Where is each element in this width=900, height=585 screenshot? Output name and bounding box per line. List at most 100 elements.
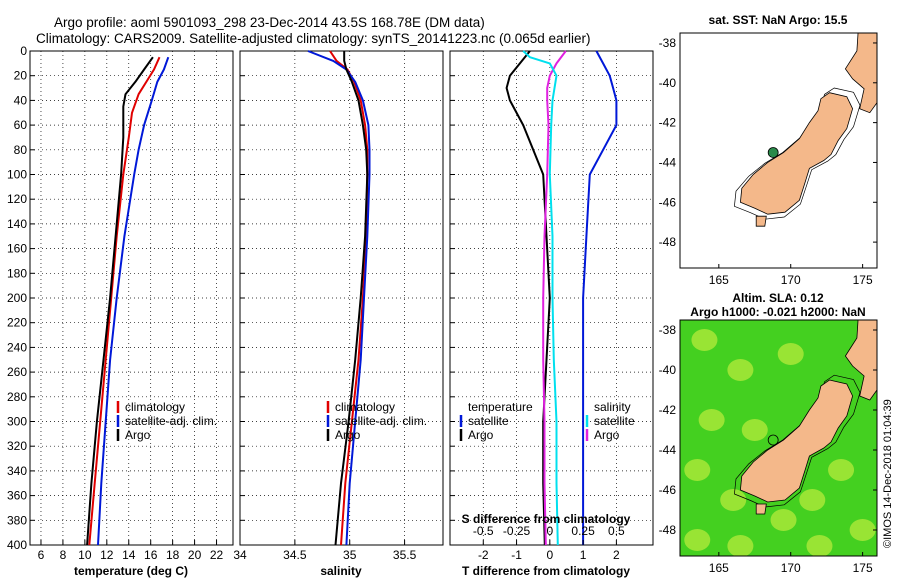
series-climatology: [88, 56, 161, 546]
map-x-tick-label: 170: [781, 273, 801, 287]
x-tick-label: 14: [122, 548, 136, 562]
map-y-tick-label: -48: [659, 235, 677, 249]
legend-climatology: climatology: [125, 400, 185, 414]
sla-anomaly-patch: [741, 419, 768, 441]
x-tick-label: 10: [78, 548, 92, 562]
sla-anomaly-patch: [691, 329, 718, 351]
y-tick-label: 0: [20, 44, 27, 58]
sla-anomaly-patch: [806, 535, 833, 556]
map-y-tick-label: -48: [659, 523, 677, 537]
y-tick-label: 360: [7, 489, 27, 503]
map-x-tick-label: 175: [853, 273, 873, 287]
legend-satellite-adj: satellite-adj. clim.: [125, 414, 217, 428]
x-tick-label: 2: [613, 548, 620, 562]
x-tick-label: -2: [478, 548, 489, 562]
y-tick-label: 280: [7, 390, 27, 404]
x-tick-label: 20: [188, 548, 202, 562]
y-tick-label: 340: [7, 464, 27, 478]
map-x-tick-label: 175: [853, 561, 873, 575]
map-x-tick-label: 170: [781, 561, 801, 575]
sst-map-frame: [679, 32, 878, 269]
x-tick-label: 22: [210, 548, 224, 562]
y-tick-label: 160: [7, 242, 27, 256]
sla-anomaly-patch: [698, 409, 725, 431]
map-y-tick-label: -40: [659, 76, 677, 90]
temperature-xlabel: temperature (deg C): [74, 564, 188, 578]
sla-anomaly-patch: [720, 489, 747, 511]
sla-anomaly-patch: [849, 519, 876, 541]
salinity-legend: climatology satellite-adj. clim. Argo: [326, 400, 427, 442]
secondary-tick-label: -0.5: [473, 524, 494, 538]
legend-argo: Argo: [125, 428, 151, 442]
sst-map: sat. SST: NaN Argo: 15.5 165 170 175 -38 -40…: [659, 13, 878, 287]
temperature-panel: 6 8 10 12 14 16 18 20 22020406080100120140160180…: [7, 44, 234, 578]
map-x-tick-label: 165: [709, 273, 729, 287]
x-tick-label: 12: [100, 548, 114, 562]
sla-anomaly-patch: [777, 343, 804, 365]
watermark: ©IMOS 14-Dec-2018 01:04:39: [882, 399, 894, 548]
map-y-tick-label: -38: [659, 36, 677, 50]
sla-map: Altim. SLA: 0.12 Argo h1000: -0.021 h200…: [659, 291, 878, 575]
legend-t-argo: Argo: [468, 428, 494, 442]
map-y-tick-label: -38: [659, 323, 677, 337]
sla-anomaly-patch: [684, 459, 711, 481]
map-y-tick-label: -44: [659, 443, 677, 457]
north-island: [844, 320, 877, 401]
series-argo: [334, 51, 369, 546]
y-tick-label: 20: [14, 69, 28, 83]
map-y-tick-label: -40: [659, 363, 677, 377]
sst-map-title: sat. SST: NaN Argo: 15.5: [709, 13, 848, 27]
legend-salinity-heading: salinity: [594, 400, 631, 414]
map-y-tick-label: -46: [659, 483, 677, 497]
stewart-island: [755, 503, 767, 515]
secondary-tick-label: 0.5: [608, 524, 625, 538]
legend-s-argo: Argo: [594, 428, 620, 442]
salinity-xlabel: salinity: [320, 564, 362, 578]
legend-climatology: climatology: [335, 400, 395, 414]
secondary-tick-label: -0.25: [503, 524, 531, 538]
x-tick-label: 6: [38, 548, 45, 562]
secondary-tick-label: 0.25: [571, 524, 595, 538]
argo-float-marker: [767, 434, 779, 446]
y-tick-label: 200: [7, 291, 27, 305]
x-tick-label: 0: [546, 548, 553, 562]
series-argo: [86, 56, 154, 546]
sla-anomaly-patch: [684, 529, 711, 551]
y-tick-label: 40: [14, 93, 28, 107]
title-line-1: Argo profile: aoml 5901093_298 23-Dec-20…: [54, 15, 485, 30]
x-tick-label: 16: [144, 548, 158, 562]
x-tick-label: 1: [580, 548, 587, 562]
difference-legend: temperature satellite Argo salinity sate…: [459, 400, 635, 442]
x-tick-label: 18: [166, 548, 180, 562]
y-tick-label: 380: [7, 513, 27, 527]
x-tick-label: 35: [343, 548, 357, 562]
y-tick-label: 220: [7, 316, 27, 330]
y-tick-label: 180: [7, 266, 27, 280]
legend-s-satellite: satellite: [594, 414, 635, 428]
y-tick-label: 140: [7, 217, 27, 231]
secondary-tick-label: 0: [546, 524, 553, 538]
y-tick-label: 80: [14, 143, 28, 157]
sla-anomaly-patch: [727, 359, 754, 381]
legend-argo: Argo: [335, 428, 361, 442]
y-tick-label: 400: [7, 538, 27, 552]
x-tick-label: 34: [233, 548, 247, 562]
series-satellite-adj-clim-: [97, 56, 170, 546]
south-island: [739, 92, 854, 215]
sla-map-frame: [679, 319, 878, 557]
series-s-argo-clim: [542, 50, 567, 546]
sla-map-subtitle: Argo h1000: -0.021 h2000: NaN: [690, 305, 865, 319]
temperature-legend: climatology satellite-adj. clim. Argo: [116, 400, 217, 442]
north-island: [844, 33, 877, 114]
y-tick-label: 240: [7, 340, 27, 354]
x-tick-label: 8: [60, 548, 67, 562]
sla-anomaly-patch: [770, 509, 797, 531]
y-tick-label: 100: [7, 168, 27, 182]
map-y-tick-label: -42: [659, 403, 677, 417]
series-t-satellite-clim: [582, 50, 618, 545]
y-tick-label: 120: [7, 192, 27, 206]
series-s-satellite-clim: [522, 50, 559, 546]
legend-satellite-adj: satellite-adj. clim.: [335, 414, 427, 428]
sla-map-title: Altim. SLA: 0.12: [732, 291, 824, 305]
